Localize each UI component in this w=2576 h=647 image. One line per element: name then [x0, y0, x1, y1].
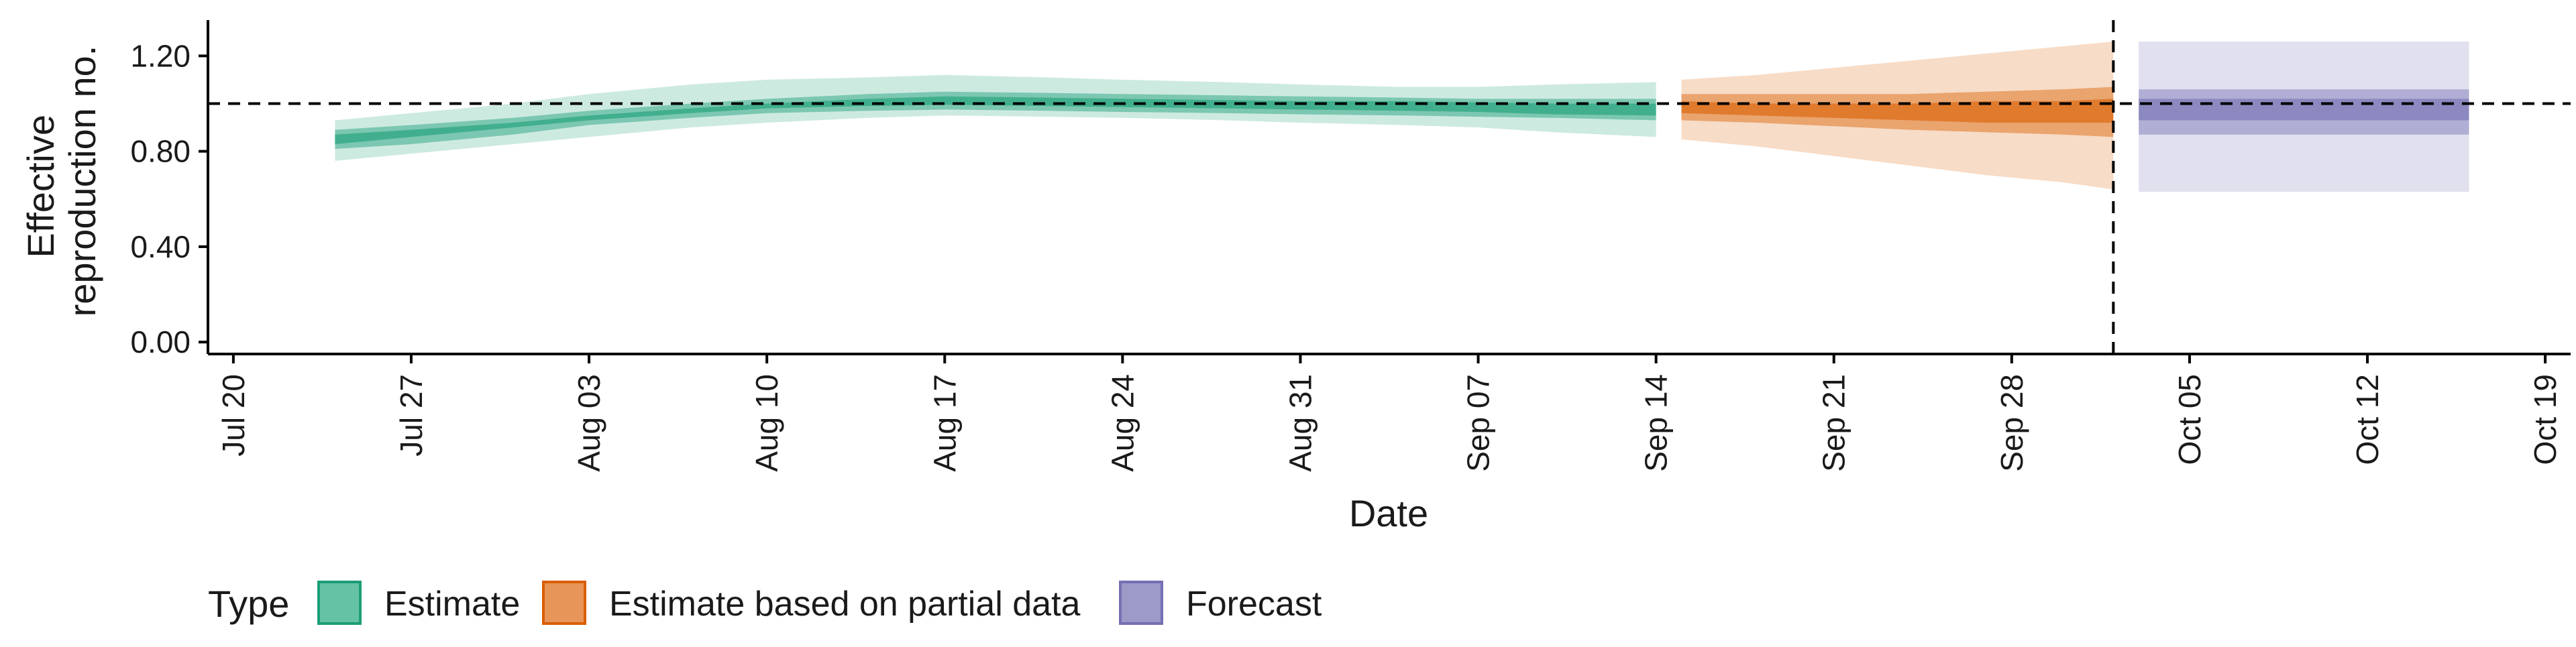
- legend-label: Forecast: [1186, 585, 1322, 624]
- x-tick-label: Oct 12: [2350, 374, 2385, 465]
- x-tick-label: Sep 21: [1817, 374, 1851, 472]
- reference-lines-layer: [208, 20, 2571, 354]
- legend-items: Estimate Estimate based on partial data Fo…: [317, 581, 1322, 625]
- x-tick-label: Aug 31: [1283, 374, 1318, 472]
- legend-item: Estimate: [317, 581, 520, 625]
- x-tick-label: Oct 19: [2528, 374, 2563, 465]
- legend-item: Estimate based on partial data: [542, 581, 1081, 625]
- y-tick-label: 0.80: [130, 134, 191, 169]
- band-estimate-20: [335, 96, 1656, 144]
- legend-item: Forecast: [1119, 581, 1322, 625]
- x-tick-label: Aug 10: [749, 374, 784, 472]
- band-forecast-20: [2139, 99, 2469, 121]
- y-axis-title-line-1: Effective: [19, 115, 62, 258]
- x-tick-label: Aug 17: [927, 374, 962, 472]
- axes-layer: 0.00 0.40 0.80 1.20 Jul 20 Jul 27 Aug 03 Aug 10…: [130, 20, 2571, 472]
- band-estimate-90: [335, 74, 1656, 161]
- y-tick-label: 0.40: [130, 229, 191, 264]
- legend-swatch: [1119, 581, 1163, 625]
- x-tick-label: Aug 03: [572, 374, 606, 472]
- x-tick-label: Sep 28: [1994, 374, 2029, 472]
- x-tick-label: Jul 27: [394, 374, 429, 457]
- legend-swatch: [542, 581, 586, 625]
- x-tick-label: Sep 14: [1639, 374, 1674, 472]
- legend-swatch: [317, 581, 362, 625]
- y-axis-title-line-2: reproduction no.: [61, 46, 103, 317]
- x-tick-label: Sep 07: [1461, 374, 1496, 472]
- legend-title: Type: [208, 583, 289, 625]
- legend-label: Estimate: [384, 585, 520, 624]
- y-tick-label: 0.00: [130, 325, 191, 359]
- x-tick-label: Aug 24: [1105, 374, 1140, 472]
- x-axis-title: Date: [1349, 492, 1428, 534]
- bands-layer: [335, 42, 2469, 192]
- y-axis-title: Effective reproduction no.: [19, 46, 103, 317]
- legend: Type Estimate Estimate based on partial d…: [208, 581, 1322, 625]
- y-tick-label: 1.20: [130, 38, 191, 73]
- x-tick-label: Oct 05: [2172, 374, 2207, 465]
- x-tick-label: Jul 20: [216, 374, 251, 457]
- legend-label: Estimate based on partial data: [609, 585, 1081, 624]
